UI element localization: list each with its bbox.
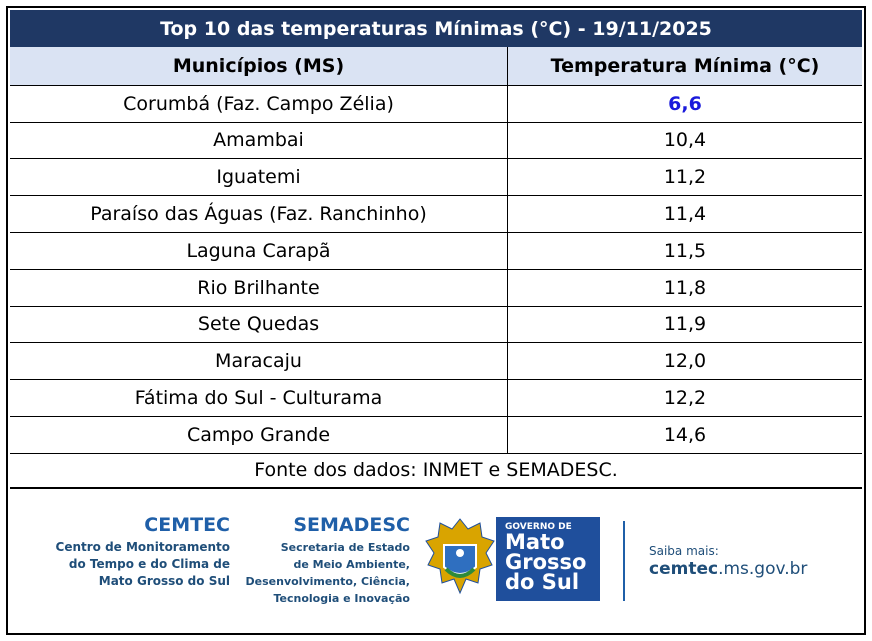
table: Municípios (MS) Temperatura Mínima (°C) Co… [10, 47, 862, 489]
municipality: Iguatemi [10, 159, 507, 197]
logo-line: de Meio Ambiente, [293, 558, 410, 571]
semadesc-name: SEMADESC [293, 514, 410, 536]
temperature: 11,4 [507, 196, 862, 233]
municipality: Amambai [10, 123, 507, 160]
temperature: 11,5 [507, 233, 862, 270]
logo-line: Secretaria de Estado [280, 541, 410, 554]
site-url: cemtec.ms.gov.br [649, 559, 807, 579]
temperature: 10,4 [507, 122, 862, 160]
temperature: 11,9 [507, 306, 862, 344]
governo-line: do Sul [505, 570, 580, 594]
temperature: 11,8 [507, 269, 862, 307]
governo-label: GOVERNO DE [505, 522, 572, 532]
temperature: 11,2 [507, 159, 862, 197]
municipality: Paraíso das Águas (Faz. Ranchinho) [10, 196, 507, 233]
column-header: Municípios (MS) [10, 47, 507, 86]
governo-line: Grosso [505, 550, 587, 574]
site-bold: cemtec [649, 559, 719, 579]
municipality: Maracaju [10, 343, 507, 381]
municipality: Corumbá (Faz. Campo Zélia) [10, 86, 507, 123]
site-label: Saiba mais: [649, 544, 719, 558]
logo-line: Mato Grosso do Sul [98, 574, 230, 588]
municipality: Rio Brilhante [10, 270, 507, 307]
governo-logo [425, 517, 600, 601]
column-header: Temperatura Mínima (°C) [507, 47, 862, 86]
source: Fonte dos dados: INMET e SEMADESC. [10, 454, 862, 489]
municipality: Fátima do Sul - Culturama [10, 380, 507, 417]
cemtec-name: CEMTEC [144, 514, 230, 536]
municipality: Campo Grande [10, 417, 507, 454]
logo-line: Centro de Monitoramento [55, 540, 230, 554]
frame: Top 10 das temperaturas Mínimas (°C) - 1… [6, 6, 866, 635]
temperature: 12,2 [507, 380, 862, 417]
logo-line: Tecnologia e Inovação [273, 592, 410, 605]
temperature: 6,6 [507, 85, 862, 123]
temperature: 14,6 [507, 417, 862, 454]
title: Top 10 das temperaturas Mínimas (°C) - 1… [10, 10, 862, 47]
logos: CEMTEC Centro de Monitoramento do Tempo e… [8, 489, 864, 633]
divider [623, 521, 625, 601]
governo-line: Mato [505, 530, 565, 554]
municipality: Laguna Carapã [10, 233, 507, 270]
site-rest: .ms.gov.br [718, 559, 808, 579]
logo-line: do Tempo e do Clima de [68, 557, 230, 571]
logo-line: Desenvolvimento, Ciência, [245, 575, 410, 588]
governo-name: Mato Grosso do Sul [505, 530, 587, 594]
temperature: 12,0 [507, 343, 862, 381]
municipality: Sete Quedas [10, 307, 507, 344]
